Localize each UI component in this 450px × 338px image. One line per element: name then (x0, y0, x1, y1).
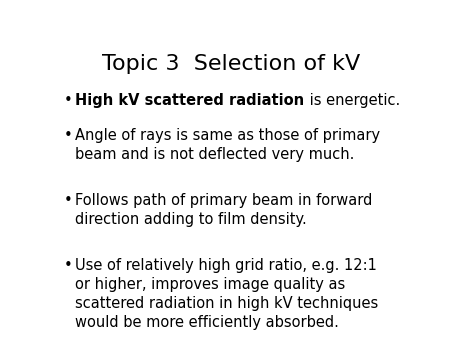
Text: is energetic.: is energetic. (305, 93, 400, 107)
Text: Follows path of primary beam in forward
direction adding to film density.: Follows path of primary beam in forward … (76, 193, 373, 227)
Text: •: • (64, 93, 73, 107)
Text: Angle of rays is same as those of primary
beam and is not deflected very much.: Angle of rays is same as those of primar… (76, 128, 381, 162)
Text: Topic 3  Selection of kV: Topic 3 Selection of kV (102, 54, 360, 74)
Text: •: • (64, 193, 73, 208)
Text: High kV scattered radiation: High kV scattered radiation (76, 93, 305, 107)
Text: Use of relatively high grid ratio, e.g. 12:1
or higher, improves image quality a: Use of relatively high grid ratio, e.g. … (76, 258, 379, 331)
Text: •: • (64, 128, 73, 143)
Text: •: • (64, 258, 73, 273)
